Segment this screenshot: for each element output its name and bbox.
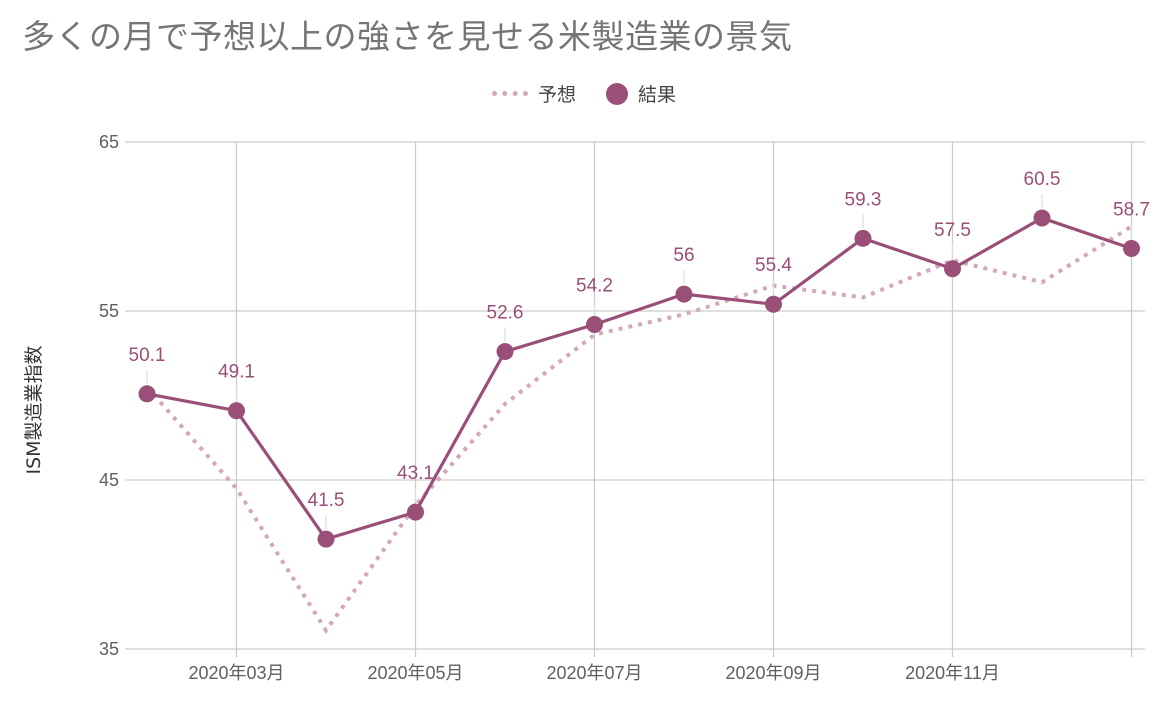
- x-tick-label: 2020年03月: [188, 663, 284, 683]
- gridlines: [125, 141, 1145, 657]
- y-tick-labels: 35 45 55 65: [99, 132, 119, 659]
- forecast-line: [145, 224, 1133, 634]
- x-tick-label: 2020年11月: [905, 663, 1000, 683]
- actual-line: [146, 216, 1133, 541]
- y-tick-label: 45: [99, 470, 119, 490]
- actual-point[interactable]: [407, 503, 424, 521]
- data-labels: 50.1 49.1 41.5 43.1 52.6 54.2 56 55.4 59.3 57.5 60…: [129, 169, 1150, 530]
- actual-point[interactable]: [944, 260, 961, 278]
- y-tick-label: 35: [99, 639, 119, 659]
- actual-point[interactable]: [496, 343, 514, 361]
- x-tick-label: 2020年09月: [725, 663, 821, 683]
- y-axis-label: ISM製造業指数: [23, 345, 45, 474]
- actual-point[interactable]: [765, 295, 782, 313]
- actual-point[interactable]: [1123, 239, 1140, 257]
- y-tick-label: 65: [99, 132, 119, 152]
- y-tick-label: 55: [99, 301, 119, 321]
- data-label: 50.1: [129, 345, 166, 366]
- data-label: 43.1: [397, 463, 434, 484]
- chart-title: 多くの月で予想以上の強さを見せる米製造業の景気: [22, 17, 793, 56]
- data-label: 58.7: [1113, 199, 1150, 220]
- x-tick-labels: 2020年03月 2020年05月 2020年07月 2020年09月 2020年11月: [188, 663, 999, 683]
- series-actual: [138, 209, 1140, 548]
- x-tick-label: 2020年05月: [367, 663, 463, 683]
- data-label: 52.6: [487, 303, 524, 324]
- data-label: 49.1: [218, 362, 255, 383]
- actual-point[interactable]: [138, 385, 156, 403]
- actual-point[interactable]: [228, 402, 245, 420]
- legend-label-forecast: 予想: [537, 84, 576, 106]
- data-label: 60.5: [1024, 169, 1061, 190]
- data-label: 56: [673, 245, 694, 266]
- legend-label-actual: 結果: [638, 84, 677, 106]
- legend: 予想 結果: [0, 80, 1168, 107]
- actual-point[interactable]: [586, 316, 603, 334]
- actual-point[interactable]: [1033, 209, 1051, 227]
- data-label: 55.4: [755, 255, 792, 276]
- legend-swatch-forecast: [491, 91, 528, 96]
- legend-item-actual[interactable]: 結果: [606, 80, 676, 107]
- data-label: 59.3: [845, 189, 882, 210]
- x-tick-label: 2020年07月: [546, 663, 642, 683]
- legend-item-forecast[interactable]: 予想: [491, 80, 576, 107]
- legend-swatch-actual: [606, 82, 628, 105]
- actual-point[interactable]: [317, 530, 335, 548]
- actual-point[interactable]: [854, 229, 872, 247]
- actual-point[interactable]: [675, 285, 693, 303]
- data-label: 41.5: [308, 490, 345, 511]
- series-forecast: [145, 224, 1133, 634]
- data-label: 54.2: [576, 276, 613, 297]
- data-label: 57.5: [934, 220, 971, 241]
